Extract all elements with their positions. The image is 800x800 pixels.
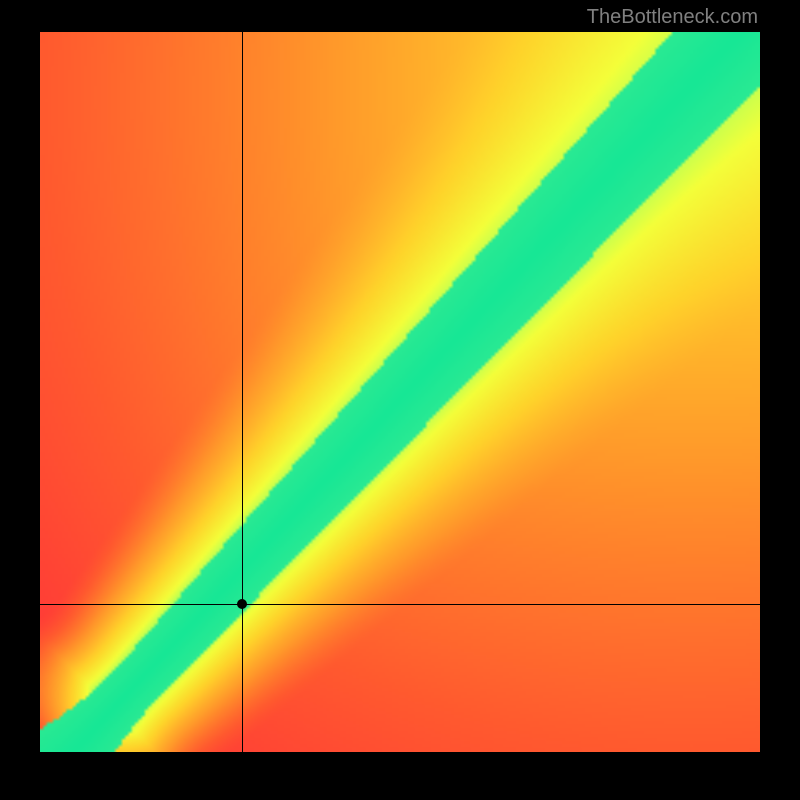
heatmap-canvas xyxy=(40,32,760,752)
heatmap-plot xyxy=(40,32,760,752)
attribution-text: TheBottleneck.com xyxy=(587,6,758,29)
